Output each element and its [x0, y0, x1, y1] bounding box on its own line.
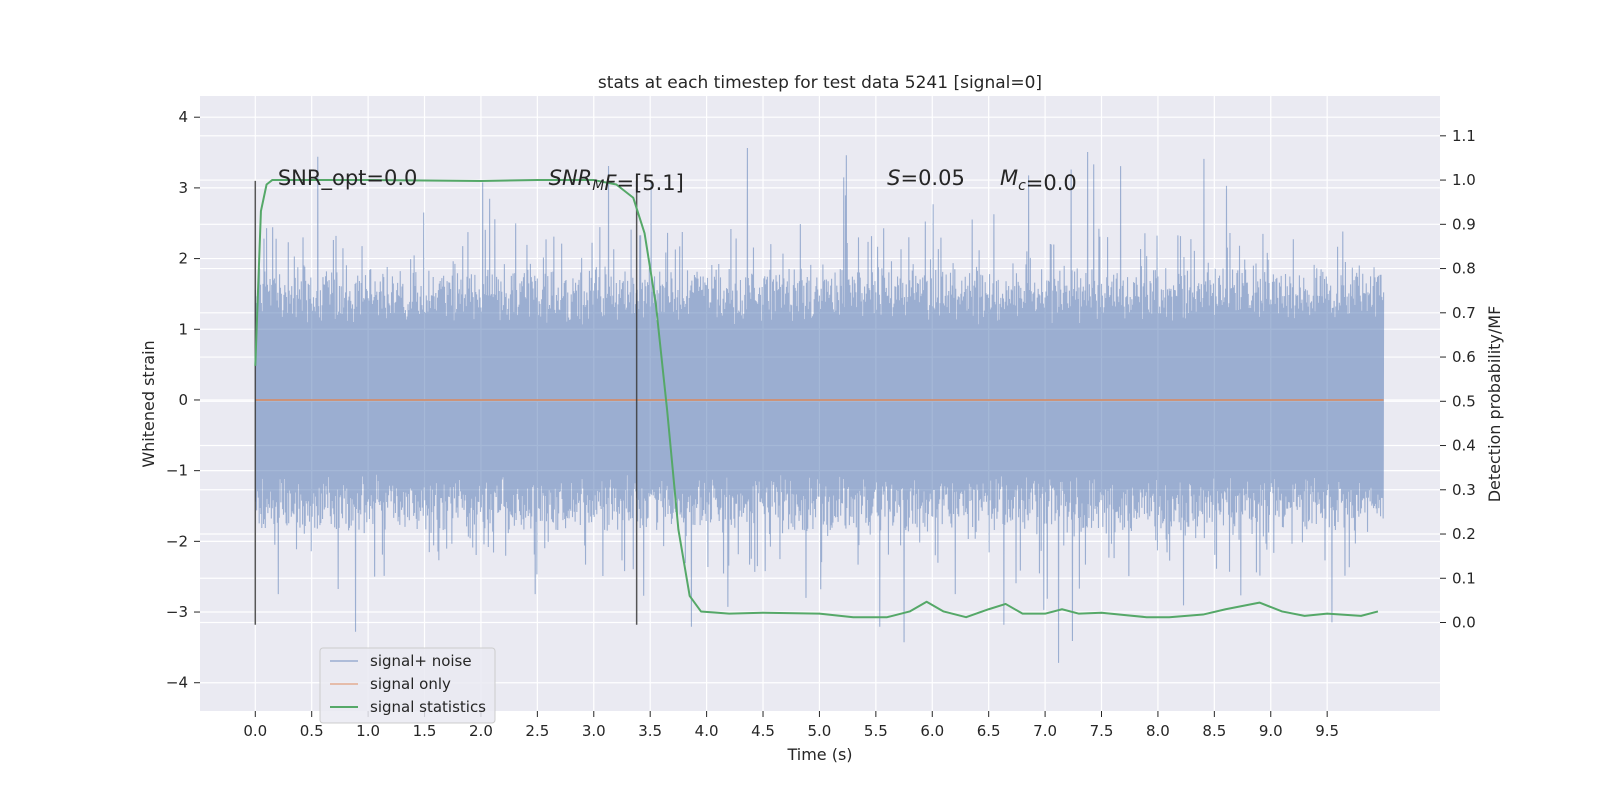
y-axis-left-label: Whitened strain [139, 340, 158, 467]
y-left-tick-label: −3 [166, 603, 188, 621]
y-right-tick-label: 0.8 [1452, 260, 1476, 278]
x-tick-label: 8.5 [1202, 722, 1226, 740]
y-axis-left: −4 −3 −2 −1 0 1 2 3 4 [166, 108, 200, 692]
y-left-tick-label: 0 [178, 391, 188, 409]
annotation-mc-value: Mc=0.0 [1000, 166, 1077, 195]
y-left-tick-label: 1 [178, 320, 188, 338]
x-tick-label: 6.5 [977, 722, 1001, 740]
y-right-tick-label: 0.3 [1452, 481, 1476, 499]
x-tick-label: 4.5 [751, 722, 775, 740]
y-axis-right: 0.0 0.1 0.2 0.3 0.4 0.5 0.6 0.7 0.8 0.9 1.0 1.1 [1440, 127, 1476, 632]
x-tick-label: 5.0 [808, 722, 832, 740]
x-tick-label: 7.0 [1033, 722, 1057, 740]
y-left-tick-label: 3 [178, 179, 188, 197]
x-tick-label: 0.0 [243, 722, 267, 740]
y-right-tick-label: 0.5 [1452, 392, 1476, 410]
y-right-tick-label: 0.9 [1452, 215, 1476, 233]
signal-statistics-line [254, 179, 1379, 619]
annotation-part: SNR [549, 166, 593, 190]
y-axis-right-label: Detection probability/MF [1485, 306, 1504, 503]
x-tick-label: 8.0 [1146, 722, 1170, 740]
annotation-part: c [1018, 178, 1026, 194]
y-right-tick-label: 0.2 [1452, 525, 1476, 543]
y-left-tick-label: −1 [166, 462, 188, 480]
x-tick-label: 1.5 [413, 722, 437, 740]
y-left-tick-label: −4 [166, 674, 188, 692]
y-right-tick-label: 1.0 [1452, 171, 1476, 189]
x-tick-label: 6.0 [920, 722, 944, 740]
y-right-tick-label: 0.1 [1452, 569, 1476, 587]
y-left-tick-label: 2 [178, 250, 188, 268]
annotations: SNR_opt=0.0 SNRMF=[5.1] S=0.05 Mc=0.0 [278, 166, 1077, 195]
annotation-snr-opt: SNR_opt=0.0 [278, 166, 418, 191]
x-tick-label: 4.0 [695, 722, 719, 740]
signal-noise-line [254, 147, 1385, 663]
legend-box [319, 647, 496, 724]
x-tick-label: 2.5 [525, 722, 549, 740]
annotation-part: =[5.1] [616, 171, 683, 195]
y-right-tick-label: 0.0 [1452, 614, 1476, 632]
x-tick-label: 7.5 [1090, 722, 1114, 740]
annotation-part: SNR_opt=0.0 [278, 166, 418, 191]
annotation-part: M [592, 178, 604, 194]
y-right-tick-label: 0.7 [1452, 304, 1476, 322]
x-tick-label: 9.0 [1259, 722, 1283, 740]
annotation-s-value: S=0.05 [887, 166, 965, 190]
y-left-tick-label: −2 [166, 532, 188, 550]
x-tick-label: 3.5 [638, 722, 662, 740]
x-tick-label: 2.0 [469, 722, 493, 740]
annotation-snr-mf: SNRMF=[5.1] [549, 166, 684, 195]
annotation-part: =0.05 [900, 166, 964, 190]
signal-noise-trace [254, 147, 1385, 663]
y-right-tick-label: 0.6 [1452, 348, 1476, 366]
y-left-tick-label: 4 [178, 108, 188, 126]
x-tick-label: 9.5 [1315, 722, 1339, 740]
chart-title: stats at each timestep for test data 524… [598, 73, 1042, 93]
x-tick-label: 3.0 [582, 722, 606, 740]
x-tick-label: 1.0 [356, 722, 380, 740]
legend: signal+ noise signal only signal statist… [319, 647, 496, 724]
legend-label-signal-statistics: signal statistics [370, 698, 486, 716]
y-right-tick-label: 0.4 [1452, 437, 1476, 455]
annotation-part: =0.0 [1026, 171, 1077, 195]
annotation-part: M [1000, 166, 1018, 190]
annotation-part: F [604, 171, 617, 195]
x-axis: 0.0 0.5 1.0 1.5 2.0 2.5 3.0 3.5 4.0 4.5 5.0 5.5 6.0 6… [243, 711, 1339, 740]
x-axis-label: Time (s) [786, 745, 852, 764]
x-tick-label: 5.5 [864, 722, 888, 740]
x-tick-label: 0.5 [300, 722, 324, 740]
annotation-part: S [887, 166, 900, 190]
y-right-tick-label: 1.1 [1452, 127, 1476, 145]
legend-label-signal-only: signal only [370, 675, 451, 693]
legend-label-signal-noise: signal+ noise [370, 652, 472, 670]
